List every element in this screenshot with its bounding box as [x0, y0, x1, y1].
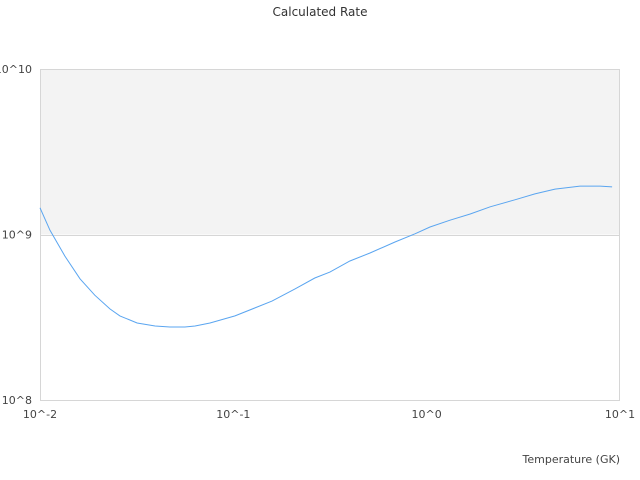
y-tick-label: 10^10	[0, 63, 32, 76]
x-tick-label: 10^0	[412, 408, 442, 421]
x-tick-label: 10^-2	[23, 408, 57, 421]
x-axis-label: Temperature (GK)	[522, 453, 621, 466]
x-tick-label: 10^-1	[216, 408, 250, 421]
series-line	[39, 185, 613, 328]
chart-title: Calculated Rate	[273, 5, 368, 19]
x-tick-label: 10^1	[605, 408, 635, 421]
y-tick-label: 10^8	[2, 394, 32, 407]
y-tick-label: 10^9	[2, 229, 32, 242]
shaded-band	[40, 69, 620, 235]
